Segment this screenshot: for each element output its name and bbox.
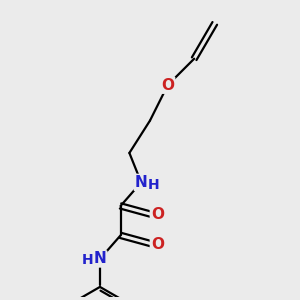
Text: O: O bbox=[151, 237, 164, 252]
Text: N: N bbox=[94, 251, 106, 266]
Text: O: O bbox=[161, 78, 174, 93]
Text: O: O bbox=[151, 207, 164, 222]
Text: H: H bbox=[148, 178, 159, 192]
Text: N: N bbox=[135, 175, 148, 190]
Text: H: H bbox=[82, 254, 93, 267]
